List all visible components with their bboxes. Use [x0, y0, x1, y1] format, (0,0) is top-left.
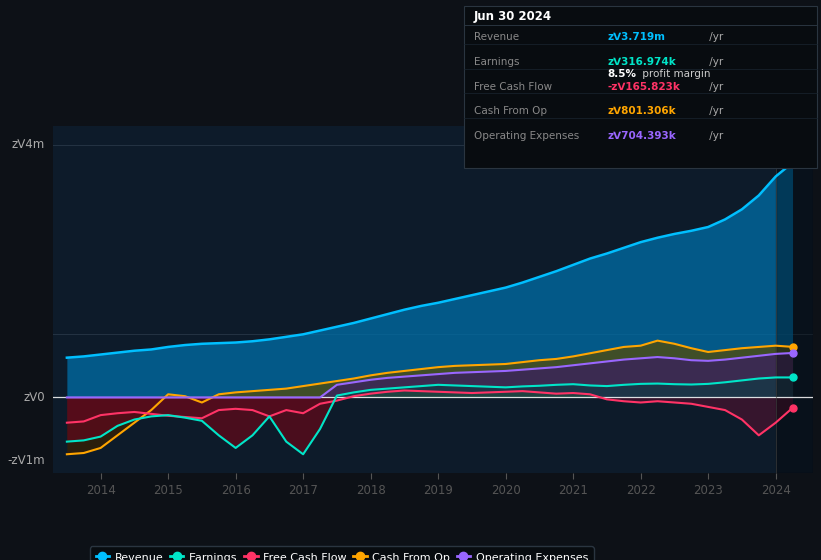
- Text: /yr: /yr: [706, 131, 723, 141]
- Text: -zᐯ1m: -zᐯ1m: [7, 454, 45, 467]
- Text: zᐯ3.719m: zᐯ3.719m: [608, 32, 666, 43]
- Text: Jun 30 2024: Jun 30 2024: [474, 10, 552, 22]
- Text: 8.5%: 8.5%: [608, 69, 636, 80]
- Text: zᐯ316.974k: zᐯ316.974k: [608, 57, 677, 67]
- Text: /yr: /yr: [706, 106, 723, 116]
- Text: zᐯ4m: zᐯ4m: [12, 138, 45, 151]
- Text: profit margin: profit margin: [639, 69, 710, 80]
- Text: zᐯ0: zᐯ0: [24, 391, 45, 404]
- Text: Operating Expenses: Operating Expenses: [474, 131, 579, 141]
- Text: -zᐯ165.823k: -zᐯ165.823k: [608, 82, 681, 92]
- Text: Earnings: Earnings: [474, 57, 519, 67]
- Legend: Revenue, Earnings, Free Cash Flow, Cash From Op, Operating Expenses: Revenue, Earnings, Free Cash Flow, Cash …: [90, 547, 594, 560]
- Text: zᐯ801.306k: zᐯ801.306k: [608, 106, 677, 116]
- Text: Revenue: Revenue: [474, 32, 519, 43]
- Text: Cash From Op: Cash From Op: [474, 106, 547, 116]
- Text: /yr: /yr: [706, 82, 723, 92]
- Text: Free Cash Flow: Free Cash Flow: [474, 82, 552, 92]
- Text: /yr: /yr: [706, 57, 723, 67]
- Text: zᐯ704.393k: zᐯ704.393k: [608, 131, 677, 141]
- Text: /yr: /yr: [706, 32, 723, 43]
- Bar: [776, 126, 813, 473]
